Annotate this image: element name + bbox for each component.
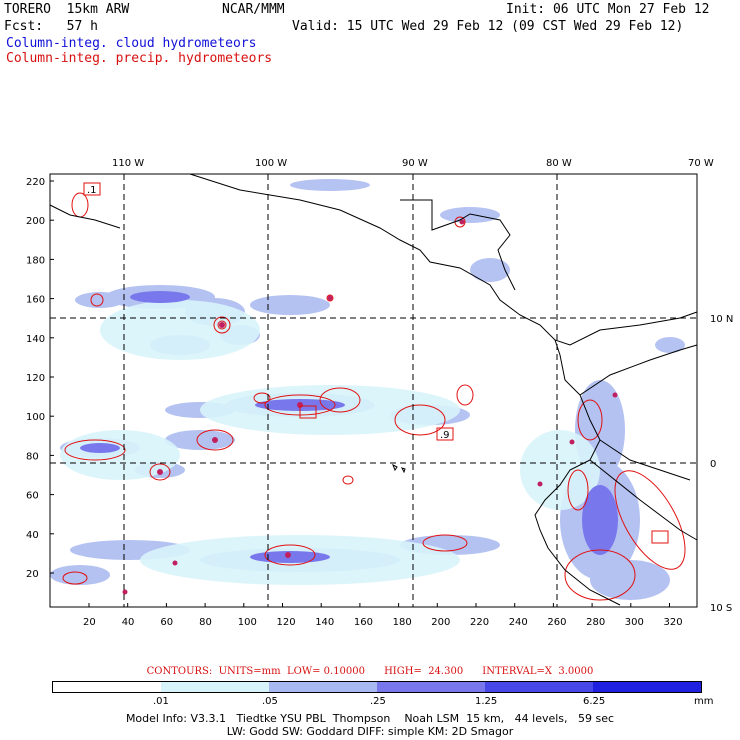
y-tick-label: 20	[26, 569, 39, 580]
box-label-2: .9	[440, 430, 450, 441]
x-tick-label: 60	[160, 617, 173, 628]
org-label: NCAR/MMM	[222, 2, 285, 17]
colorbar-tick-3: .25	[370, 696, 386, 707]
y-tick-label: 60	[26, 491, 39, 502]
lat-label-10n: 10 N	[710, 314, 733, 325]
forecast-map: .1 .9 110 W 100 W 90 W 80 W 70 W 10 N 0 …	[26, 158, 733, 628]
lon-label-90w: 90 W	[402, 158, 428, 169]
model-info-line2: LW: Godd SW: Goddard DIFF: simple KM: 2D…	[226, 725, 514, 738]
y-tick-label: 120	[26, 373, 45, 384]
colorbar-tick-4: 1.25	[475, 696, 498, 707]
model-info-line1: Model Info: V3.3.1 Tiedtke YSU PBL Thomp…	[125, 712, 615, 725]
x-tick-label: 240	[509, 617, 528, 628]
x-tick-label: 260	[547, 617, 566, 628]
x-tick-label: 100	[238, 617, 257, 628]
colorbar-bin-0	[53, 682, 161, 692]
box-label-1: .1	[87, 185, 97, 196]
lon-label-70w: 70 W	[688, 158, 714, 169]
x-tick-label: 320	[664, 617, 683, 628]
x-tick-label: 20	[83, 617, 96, 628]
model-title: TORERO 15km ARW	[4, 2, 130, 17]
lon-label-110w: 110 W	[112, 158, 144, 169]
colorbar-bin-5	[593, 682, 701, 692]
lat-label-10s: 10 S	[710, 603, 732, 614]
x-tick-label: 180	[393, 617, 412, 628]
y-tick-label: 40	[26, 530, 39, 541]
y-axis: 220 200 180 160 140 120 100 80 60 40 20	[26, 177, 54, 580]
legend-cloud-label: Column-integ. cloud hydrometeors	[6, 36, 257, 51]
precip-cores	[122, 219, 618, 595]
lat-label-0: 0	[710, 459, 716, 470]
colorbar-tick-2: .05	[262, 696, 278, 707]
init-time: Init: 06 UTC Mon 27 Feb 12	[506, 2, 710, 17]
x-tick-label: 80	[199, 617, 212, 628]
y-tick-label: 160	[26, 295, 45, 306]
forecast-hour: Fcst: 57 h	[4, 19, 98, 34]
valid-time: Valid: 15 UTC Wed 29 Feb 12 (09 CST Wed …	[292, 19, 684, 34]
graticule	[50, 174, 697, 607]
y-tick-label: 140	[26, 334, 45, 345]
lon-label-100w: 100 W	[255, 158, 287, 169]
colorbar-bin-3	[377, 682, 485, 692]
y-tick-label: 100	[26, 412, 45, 423]
x-tick-label: 200	[431, 617, 450, 628]
y-tick-label: 220	[26, 177, 45, 188]
plot-frame	[49, 173, 698, 608]
station-boxes	[83, 182, 669, 544]
y-tick-label: 200	[26, 216, 45, 227]
x-tick-label: 220	[470, 617, 489, 628]
cloud-field-dark	[80, 291, 618, 563]
x-tick-label: 280	[586, 617, 605, 628]
colorbar-tick-1: .01	[153, 696, 169, 707]
x-axis: 20 40 60 80 100 120 140 160 180 200 220 240 260 280 30…	[83, 603, 683, 628]
lon-label-80w: 80 W	[546, 158, 572, 169]
legend-precip-label: Column-integ. precip. hydrometeors	[6, 51, 273, 66]
x-tick-label: 120	[277, 617, 296, 628]
x-tick-label: 160	[354, 617, 373, 628]
colorbar-tick-5: 6.25	[583, 696, 606, 707]
x-tick-label: 300	[625, 617, 644, 628]
colorbar-unit: mm	[694, 696, 714, 707]
y-tick-label: 80	[26, 451, 39, 462]
contours-info: CONTOURS: UNITS=mm LOW= 0.10000 HIGH= 24…	[146, 666, 594, 677]
x-tick-label: 140	[315, 617, 334, 628]
colorbar-bin-1	[161, 682, 269, 692]
y-tick-label: 180	[26, 255, 45, 266]
colorbar-bin-4	[485, 682, 593, 692]
colorbar	[52, 681, 702, 693]
x-tick-label: 40	[122, 617, 135, 628]
colorbar-bin-2	[269, 682, 377, 692]
